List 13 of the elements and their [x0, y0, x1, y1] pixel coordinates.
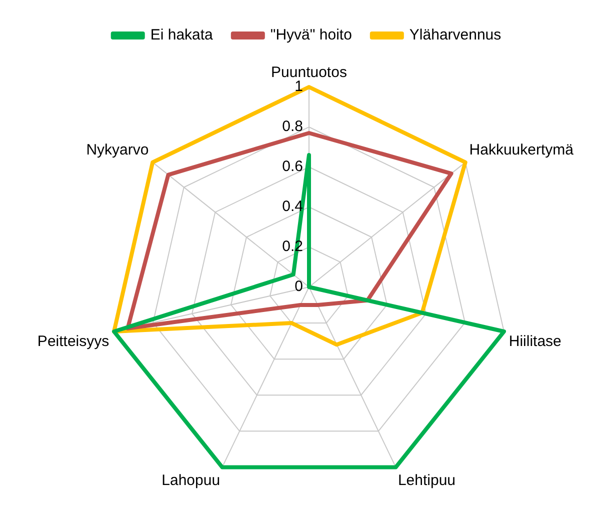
legend-label: "Hyvä" hoito — [270, 26, 352, 44]
spoke-label: Lahopuu — [162, 472, 220, 489]
legend-label: Yläharvennus — [409, 26, 502, 44]
spoke-label: Hakkuukertymä — [469, 141, 574, 158]
y-tick-label: 0 — [294, 278, 303, 296]
legend-label: Ei hakata — [150, 26, 214, 44]
spoke-label: Puuntuotos — [271, 64, 347, 82]
spoke-label: Lehtipuu — [398, 472, 456, 489]
spoke-label: Hiilitase — [508, 332, 562, 350]
y-tick-label: 0.6 — [282, 158, 303, 176]
spoke-label: Peitteisyys — [37, 332, 110, 350]
spoke-label: Nykyarvo — [86, 141, 149, 158]
y-tick-label: 0.8 — [282, 118, 303, 136]
